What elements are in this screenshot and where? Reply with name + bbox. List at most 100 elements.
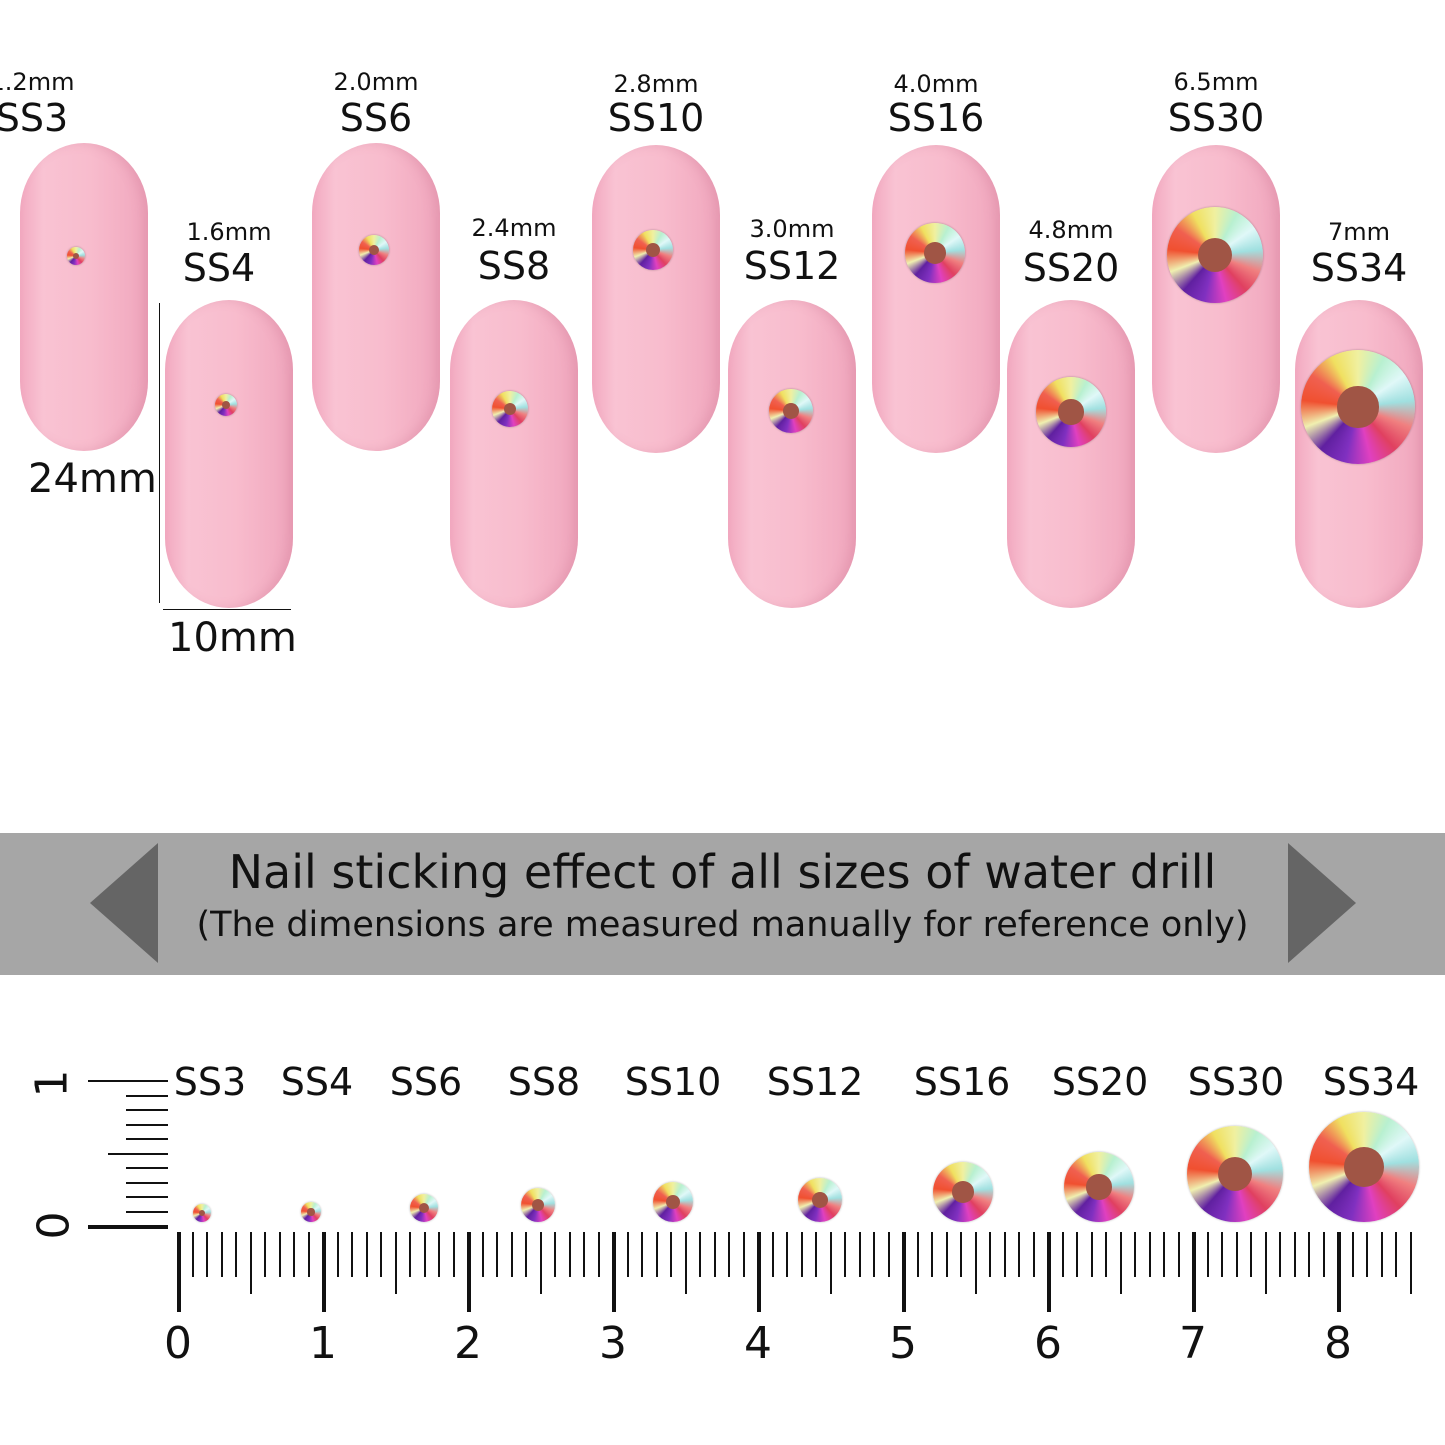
ruler-tick [336,1232,339,1277]
size-code-label: SS4 [182,246,256,290]
ruler-tick [684,1232,687,1294]
vertical-ruler-tick [126,1167,168,1169]
ruler-tick [771,1232,774,1277]
rhinestone-icon [1167,207,1263,303]
ruler-tick [800,1232,803,1277]
ruler-tick [1264,1232,1267,1294]
vertical-ruler-tick [126,1138,168,1140]
ruler-size-label: SS6 [389,1060,463,1104]
ruler-size-label: SS8 [507,1060,581,1104]
rhinestone-icon [1309,1112,1419,1222]
ruler-tick [351,1232,353,1277]
ruler-tick [496,1232,498,1277]
rhinestone-icon [769,389,813,433]
size-mm-label: 2.4mm [471,214,557,242]
ruler-tick [394,1232,397,1294]
nail [1007,300,1135,608]
ruler-tick [307,1232,310,1277]
ruler-tick [786,1232,788,1277]
size-mm-label: 7mm [1327,218,1391,246]
ruler-size-label: SS20 [1051,1060,1149,1104]
ruler-tick [365,1232,368,1277]
ruler-tick [655,1232,658,1277]
ruler-tick [626,1232,629,1277]
ruler-tick [1061,1232,1064,1277]
ruler-size-label: SS3 [173,1060,247,1104]
rhinestone-icon [492,391,528,427]
ruler-tick [670,1232,672,1277]
ruler-tick [1337,1232,1341,1312]
ruler-tick [1003,1232,1006,1277]
ruler-number: 4 [744,1318,772,1369]
rhinestone-icon [1036,377,1106,447]
banner-title: Nail sticking effect of all sizes of wat… [228,845,1217,899]
rhinestone-icon [1064,1152,1134,1222]
ruler-tick [1322,1232,1325,1277]
rhinestone-icon [933,1162,993,1222]
ruler-tick [452,1232,455,1277]
ruler-tick [1380,1232,1383,1277]
ruler-tick [916,1232,919,1277]
ruler-tick [191,1232,194,1277]
ruler-tick [1221,1232,1223,1277]
ruler-tick [1235,1232,1238,1277]
banner-subtitle: (The dimensions are measured manually fo… [196,905,1249,945]
rhinestone-icon [905,223,965,283]
ruler-tick [177,1232,181,1312]
ruler-tick [235,1232,237,1277]
size-code-label: SS20 [1022,246,1120,290]
ruler-tick [699,1232,701,1277]
rhinestone-icon [359,235,389,265]
ruler-tick [438,1232,440,1277]
rhinestone-icon [67,247,85,265]
right-arrow-icon [1288,843,1356,963]
ruler-tick [1250,1232,1252,1277]
ruler-size-label: SS12 [766,1060,864,1104]
rhinestone-icon [1187,1126,1283,1222]
ruler-size-label: SS10 [624,1060,722,1104]
rhinestone-icon [193,1204,211,1222]
nail [312,143,440,451]
vertical-ruler-tick [126,1196,168,1198]
ruler-tick [960,1232,962,1277]
ruler-number: 2 [454,1318,482,1369]
size-mm-label: 4.8mm [1028,216,1114,244]
size-code-label: SS10 [607,96,705,140]
ruler-tick [829,1232,832,1294]
ruler-tick [481,1232,484,1277]
ruler-tick [873,1232,875,1277]
ruler-number: 7 [1179,1318,1207,1369]
rhinestone-icon [521,1188,555,1222]
nail-width-line [163,609,291,610]
nail [872,145,1000,453]
ruler-tick [380,1232,382,1277]
ruler-tick [1032,1232,1035,1277]
ruler-tick [844,1232,846,1277]
ruler-number: 5 [889,1318,917,1369]
size-code-label: SS8 [477,244,551,288]
size-mm-label: 2.0mm [333,68,419,96]
ruler-tick [713,1232,716,1277]
ruler-tick [1395,1232,1397,1277]
ruler-number: 3 [599,1318,627,1369]
ruler-tick [1409,1232,1412,1294]
rhinestone-icon [410,1194,438,1222]
ruler-tick [974,1232,977,1294]
ruler-tick [1177,1232,1180,1277]
ruler-tick [539,1232,542,1294]
ruler-tick [264,1232,266,1277]
size-code-label: SS16 [887,96,985,140]
rhinestone-icon [1301,350,1415,464]
vertical-label-1: 1 [26,1069,78,1098]
ruler-tick [1018,1232,1020,1277]
ruler-tick [220,1232,223,1277]
rhinestone-icon [653,1182,693,1222]
banner: Nail sticking effect of all sizes of wat… [0,833,1445,975]
ruler-tick [757,1232,761,1312]
ruler-tick [931,1232,933,1277]
nail [728,300,856,608]
ruler-tick [1351,1232,1354,1277]
ruler-tick [1192,1232,1196,1312]
vertical-ruler-tick [126,1109,168,1111]
ruler-tick [1293,1232,1296,1277]
